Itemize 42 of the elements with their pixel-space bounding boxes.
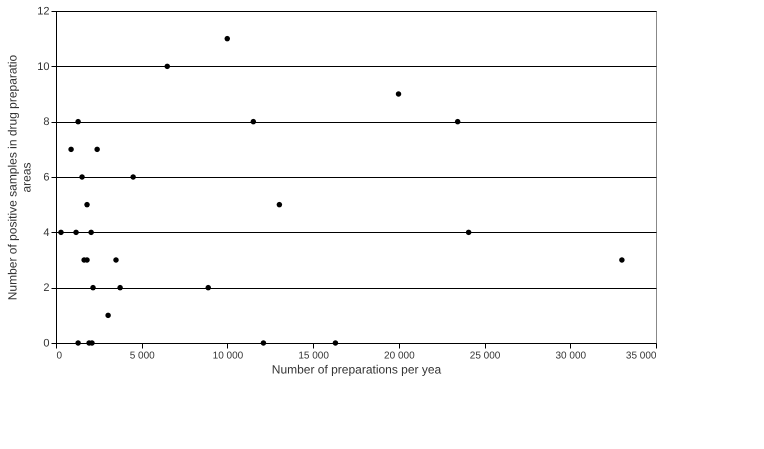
y-tick-label: 6 — [43, 172, 50, 184]
point — [454, 118, 460, 124]
point — [73, 230, 79, 236]
point — [619, 257, 625, 263]
point — [396, 91, 402, 97]
y-tick-label: 4 — [43, 226, 50, 239]
point — [260, 340, 266, 346]
y-axis-title: Number of positive samples in drug preparatio areas — [5, 54, 34, 300]
point — [205, 284, 211, 290]
point — [68, 146, 74, 152]
x-tick-label: 0 — [56, 350, 62, 362]
point — [75, 340, 81, 346]
x-tick-label: 35 000 — [626, 350, 657, 362]
y-tick-label: 2 — [43, 282, 50, 294]
point — [58, 230, 64, 236]
x-tick-label: 5 000 — [130, 350, 156, 362]
point — [84, 202, 90, 208]
x-tick-label: 25 000 — [470, 350, 501, 362]
point — [466, 230, 472, 236]
point — [332, 340, 338, 346]
x-tick-label: 20 000 — [384, 350, 416, 362]
y-tick-label: 12 — [37, 6, 50, 18]
point — [276, 202, 282, 208]
x-tick-label: 30 000 — [555, 350, 587, 362]
point — [79, 174, 85, 180]
y-tick-label: 8 — [43, 116, 50, 128]
x-tick-label: 15 000 — [298, 350, 330, 362]
point — [117, 284, 123, 290]
point — [90, 284, 96, 290]
point — [130, 174, 136, 180]
y-tick-label: 0 — [43, 338, 50, 350]
x-tick-label: 10 000 — [212, 350, 244, 362]
point — [250, 118, 256, 124]
point — [224, 36, 230, 42]
y-tick-label: 10 — [37, 60, 50, 73]
point — [113, 257, 119, 263]
point — [88, 230, 94, 236]
point — [105, 312, 111, 318]
point — [164, 64, 170, 70]
point — [75, 118, 81, 124]
point — [94, 146, 100, 152]
x-axis-title: Number of preparations per yea — [272, 362, 442, 376]
